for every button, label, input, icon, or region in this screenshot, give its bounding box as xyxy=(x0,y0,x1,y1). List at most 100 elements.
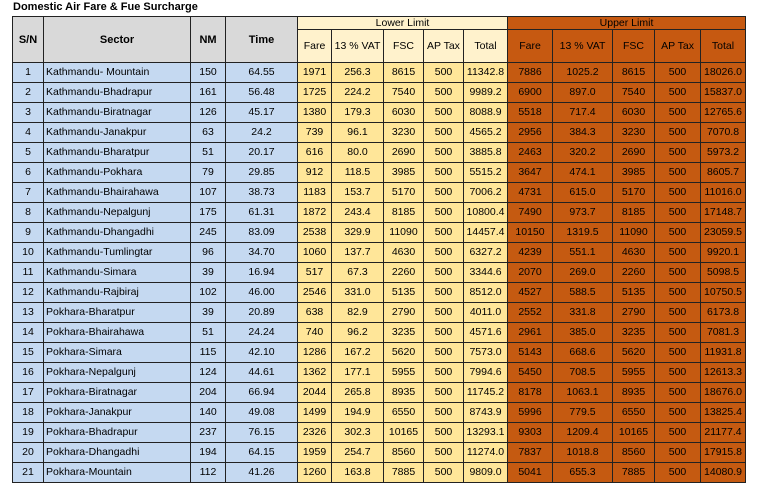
table-cell: 638 xyxy=(297,302,332,323)
table-cell: 5996 xyxy=(507,402,554,423)
table-cell: 500 xyxy=(654,282,702,303)
table-cell: 21 xyxy=(12,462,44,483)
column-header: Time xyxy=(225,16,298,63)
table-cell: 29.85 xyxy=(225,162,298,183)
table-cell: 1018.8 xyxy=(552,442,614,463)
table-cell: 7994.6 xyxy=(462,362,509,383)
table-cell: 8512.0 xyxy=(462,282,509,303)
table-cell: 8185 xyxy=(383,202,424,223)
table-cell: 5620 xyxy=(612,342,656,363)
table-cell: 11090 xyxy=(383,222,424,243)
table-cell: 8185 xyxy=(612,202,656,223)
table-cell: 1971 xyxy=(297,62,332,83)
table-cell: 5450 xyxy=(507,362,554,383)
table-cell: 3647 xyxy=(507,162,554,183)
table-cell: 500 xyxy=(654,62,702,83)
table-cell: 177.1 xyxy=(331,362,384,383)
table-row: 19 Pokhara-Bhadrapur 237 76.15 2326 302.3 1016… xyxy=(12,422,747,443)
table-cell: 3344.6 xyxy=(462,262,509,283)
table-cell: 1 xyxy=(12,62,44,83)
table-cell: 112 xyxy=(190,462,226,483)
table-cell: 5170 xyxy=(612,182,656,203)
table-cell: Kathmandu-Bhairahawa xyxy=(43,182,191,203)
table-cell: 500 xyxy=(423,382,464,403)
table-cell: 331.8 xyxy=(552,302,614,323)
table-cell: 331.0 xyxy=(331,282,384,303)
table-cell: 6030 xyxy=(612,102,656,123)
table-cell: 500 xyxy=(654,182,702,203)
table-cell: 384.3 xyxy=(552,122,614,143)
table-cell: 16.94 xyxy=(225,262,298,283)
column-header: AP Tax xyxy=(654,29,702,63)
table-cell: 150 xyxy=(190,62,226,83)
table-cell: 500 xyxy=(423,182,464,203)
table-cell: 1362 xyxy=(297,362,332,383)
table-cell: 18676.0 xyxy=(700,382,747,403)
column-header: AP Tax xyxy=(423,29,464,63)
table-cell: 245 xyxy=(190,222,226,243)
table-cell: 302.3 xyxy=(331,422,384,443)
table-row: 5 Kathmandu-Bharatpur 51 20.17 616 80.0 2690 50… xyxy=(12,142,747,163)
table-cell: 5170 xyxy=(383,182,424,203)
table-cell: 500 xyxy=(654,162,702,183)
table-cell: 500 xyxy=(654,322,702,343)
table-cell: 500 xyxy=(423,102,464,123)
table-cell: 500 xyxy=(423,62,464,83)
table-cell: 39 xyxy=(190,262,226,283)
table-cell: 8743.9 xyxy=(462,402,509,423)
table-header: S/N Sector NM Time Lower Limit Upper Limit Far… xyxy=(12,16,747,63)
table-cell: 7070.8 xyxy=(700,122,747,143)
table-cell: 13293.1 xyxy=(462,422,509,443)
column-header: Total xyxy=(700,29,747,63)
table-cell: 500 xyxy=(423,442,464,463)
table-cell: 500 xyxy=(654,402,702,423)
table-cell: 11745.2 xyxy=(462,382,509,403)
table-cell: 668.6 xyxy=(552,342,614,363)
table-cell: Kathmandu-Janakpur xyxy=(43,122,191,143)
table-cell: 5515.2 xyxy=(462,162,509,183)
table-cell: 224.2 xyxy=(331,82,384,103)
table-row: 11 Kathmandu-Simara 39 16.94 517 67.3 2260 500 3… xyxy=(12,262,747,283)
table-cell: 194.9 xyxy=(331,402,384,423)
table-cell: 20 xyxy=(12,442,44,463)
table-cell: 500 xyxy=(423,242,464,263)
table-cell: 10800.4 xyxy=(462,202,509,223)
table-cell: 14457.4 xyxy=(462,222,509,243)
table-cell: 500 xyxy=(654,442,702,463)
table-cell: 500 xyxy=(423,462,464,483)
table-cell: 9809.0 xyxy=(462,462,509,483)
table-cell: 153.7 xyxy=(331,182,384,203)
table-cell: 163.8 xyxy=(331,462,384,483)
table-cell: 23059.5 xyxy=(700,222,747,243)
table-cell: 3235 xyxy=(383,322,424,343)
table-cell: 973.7 xyxy=(552,202,614,223)
table-cell: 9303 xyxy=(507,422,554,443)
table-cell: 38.73 xyxy=(225,182,298,203)
table-cell: 61.31 xyxy=(225,202,298,223)
table-cell: 500 xyxy=(654,262,702,283)
table-cell: 24.24 xyxy=(225,322,298,343)
table-cell: 237 xyxy=(190,422,226,443)
table-cell: 17148.7 xyxy=(700,202,747,223)
table-cell: Pokhara-Bharatpur xyxy=(43,302,191,323)
table-cell: 107 xyxy=(190,182,226,203)
table-cell: 6550 xyxy=(612,402,656,423)
table-cell: 500 xyxy=(654,122,702,143)
table-cell: 500 xyxy=(654,202,702,223)
table-cell: 118.5 xyxy=(331,162,384,183)
table-cell: 12613.3 xyxy=(700,362,747,383)
table-cell: 18026.0 xyxy=(700,62,747,83)
table-cell: 42.10 xyxy=(225,342,298,363)
table-cell: 102 xyxy=(190,282,226,303)
table-cell: Kathmandu-Nepalgunj xyxy=(43,202,191,223)
table-cell: 708.5 xyxy=(552,362,614,383)
table-cell: 76.15 xyxy=(225,422,298,443)
table-cell: 500 xyxy=(654,142,702,163)
table-cell: 500 xyxy=(423,82,464,103)
page-title: Domestic Air Fare & Fue Surcharge xyxy=(13,1,198,13)
table-cell: 3 xyxy=(12,102,44,123)
table-cell: 5 xyxy=(12,142,44,163)
table-cell: 1209.4 xyxy=(552,422,614,443)
table-cell: 2260 xyxy=(612,262,656,283)
